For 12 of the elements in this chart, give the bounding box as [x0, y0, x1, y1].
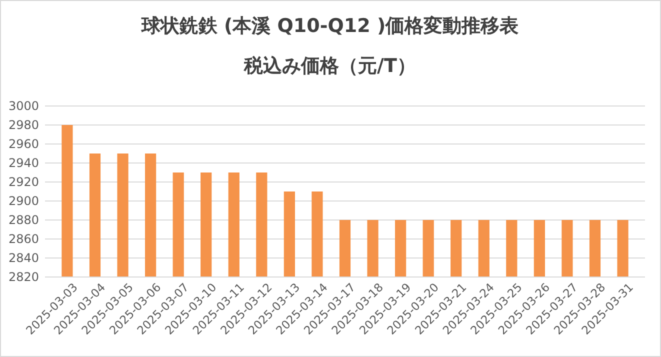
y-tick-label: 2860	[8, 232, 39, 246]
y-tick-label: 2960	[8, 136, 39, 151]
y-tick-label: 2840	[8, 250, 39, 265]
y-tick-label: 2880	[8, 212, 39, 227]
y-tick-label: 3000	[8, 98, 39, 113]
y-tick-label: 2920	[8, 174, 39, 189]
y-tick-label: 2900	[8, 194, 39, 208]
y-tick-label: 2940	[8, 156, 39, 170]
y-tick-label: 2980	[8, 118, 39, 132]
chart-subtitle: 税込み価格（元/T）	[243, 55, 416, 77]
y-tick-label: 2820	[8, 270, 39, 284]
chart-title: 球状銑鉄 (本溪 Q10-Q12 )価格変動推移表	[140, 15, 520, 37]
